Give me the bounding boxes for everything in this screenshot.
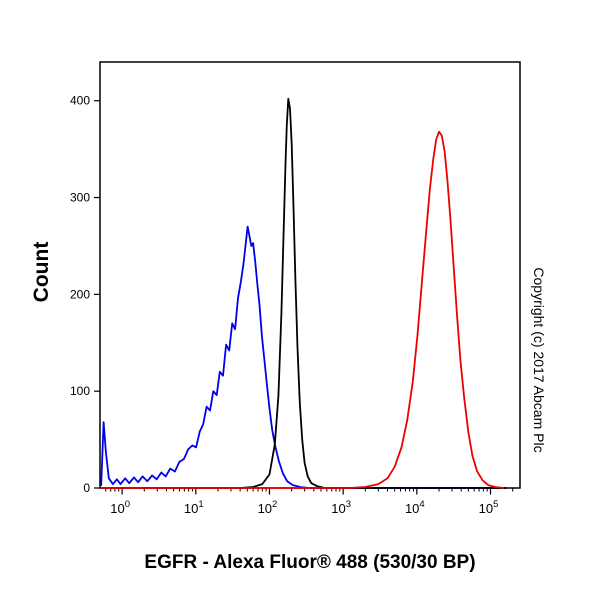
y-tick-label: 100 [70,384,90,398]
blue-histogram-curve [100,225,507,489]
y-tick-label: 300 [70,191,90,205]
y-tick-label: 0 [83,481,90,495]
x-tick-label: 100 [110,499,130,516]
x-tick-label: 102 [258,499,278,516]
x-tick-label: 104 [405,499,425,516]
plot-frame [99,61,521,489]
chart-title: EGFR - Alexa Fluor® 488 (530/30 BP) [144,552,476,573]
black-histogram-curve [100,97,507,489]
x-tick-label: 103 [331,499,351,516]
x-tick-label: 101 [184,499,204,516]
y-tick-label: 200 [70,287,90,301]
y-tick-label: 400 [70,94,90,108]
copyright-text: Copyright (c) 2017 Abcam Plc [531,267,547,453]
y-axis-label: Count [30,241,53,303]
red-histogram-curve [100,130,505,489]
x-tick-label: 105 [479,499,499,516]
